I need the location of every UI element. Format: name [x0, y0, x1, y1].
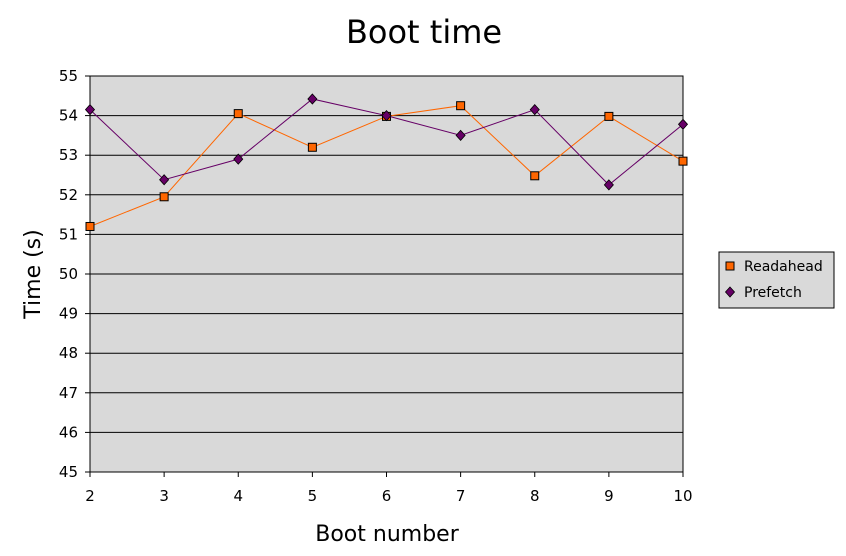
data-point-prefetch [381, 110, 392, 122]
x-tick-label: 2 [85, 487, 95, 505]
data-point-readahead [307, 142, 317, 152]
data-point-prefetch [677, 118, 689, 130]
chart-title: Boot time [346, 13, 502, 51]
x-tick-label: 10 [673, 487, 692, 505]
y-tick-label: 52 [59, 186, 78, 204]
legend-marker-readahead [725, 261, 735, 271]
y-tick-label: 48 [59, 344, 78, 362]
data-point-readahead [604, 111, 614, 121]
data-point-prefetch [159, 174, 170, 186]
x-tick-label: 6 [382, 487, 392, 505]
y-tick-label: 47 [59, 384, 78, 402]
data-point-prefetch [529, 104, 540, 116]
y-axis-title: Time (s) [21, 229, 46, 319]
y-tick-label: 45 [59, 463, 78, 481]
data-point-prefetch [455, 129, 466, 141]
data-point-prefetch [603, 179, 614, 191]
x-tick-label: 5 [308, 487, 318, 505]
y-axis: 45 46 47 48 49 50 51 52 53 54 55 [59, 67, 91, 481]
legend-box [718, 251, 835, 309]
y-tick-label: 50 [59, 265, 78, 283]
x-axis-title: Boot number [315, 522, 459, 547]
y-tick-label: 51 [59, 225, 78, 243]
legend-marker-prefetch [724, 286, 736, 298]
data-point-readahead [530, 171, 540, 181]
y-tick-label: 49 [59, 305, 78, 323]
y-tick-label: 46 [59, 423, 78, 441]
legend: Readahead Prefetch [718, 251, 835, 309]
series-layer [84, 93, 689, 231]
data-point-prefetch [233, 153, 244, 165]
plot-area [89, 75, 684, 473]
x-tick-label: 9 [604, 487, 614, 505]
data-point-prefetch [307, 93, 318, 105]
y-tick-label: 54 [59, 107, 78, 125]
y-tick-label: 53 [59, 146, 78, 164]
data-point-readahead [678, 156, 688, 166]
data-point-readahead [456, 101, 466, 111]
x-tick-label: 8 [530, 487, 540, 505]
y-tick-label: 55 [59, 67, 78, 85]
legend-label-prefetch: Prefetch [744, 285, 802, 301]
x-tick-label: 3 [159, 487, 169, 505]
data-point-readahead [159, 192, 169, 202]
data-point-readahead [85, 221, 95, 231]
x-axis: 2 3 4 5 6 7 8 9 10 [85, 471, 693, 505]
data-point-prefetch [84, 104, 96, 116]
legend-label-readahead: Readahead [744, 259, 823, 275]
series-prefetch [84, 93, 689, 191]
data-point-readahead [233, 109, 243, 119]
x-tick-label: 4 [233, 487, 243, 505]
x-tick-label: 7 [456, 487, 466, 505]
